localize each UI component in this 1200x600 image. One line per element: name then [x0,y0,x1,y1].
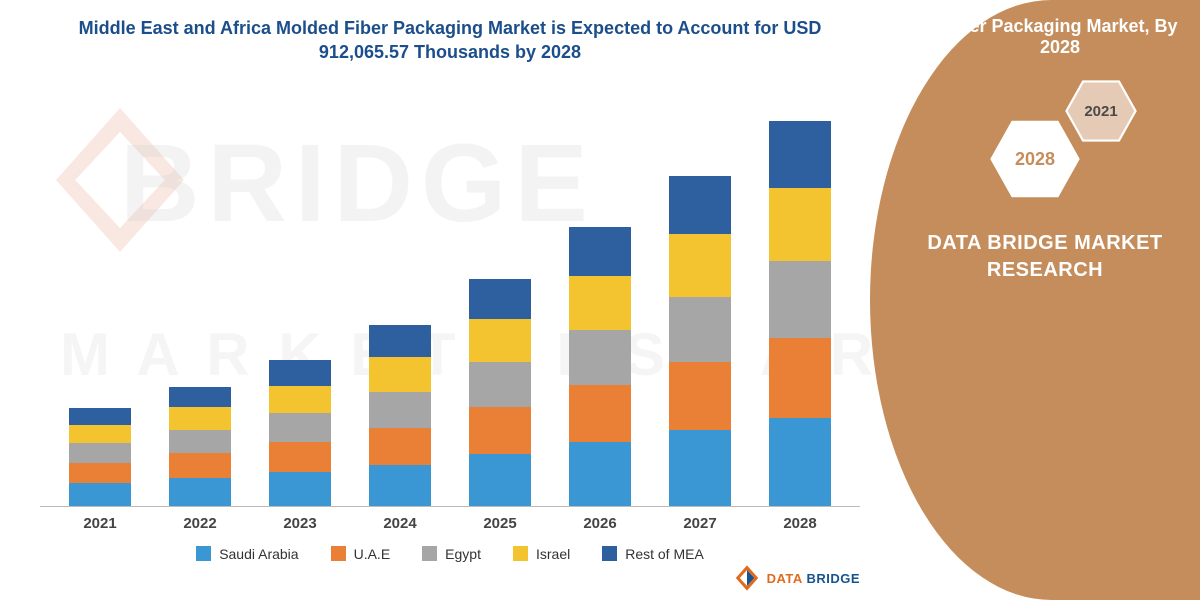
chart-plot [40,77,860,507]
bar-segment [769,188,831,261]
bar-segment [369,357,431,392]
legend-swatch [196,546,211,561]
bar-2022 [169,387,231,506]
x-axis-label: 2021 [69,515,131,532]
legend-label: U.A.E [354,546,391,562]
bar-segment [469,319,531,362]
bar-segment [69,463,131,483]
bar-2026 [569,227,631,505]
bar-segment [469,454,531,505]
hexagon-small-label: 2021 [1084,103,1117,120]
bar-segment [569,330,631,385]
legend-item: U.A.E [331,546,391,562]
legend-swatch [513,546,528,561]
bar-segment [269,360,331,386]
bar-segment [369,325,431,357]
bar-segment [669,176,731,234]
bar-segment [669,297,731,363]
bar-2025 [469,279,531,505]
bar-segment [269,386,331,414]
brand-line2: RESEARCH [987,259,1103,281]
chart-bars [40,77,860,506]
hexagon-big-label: 2028 [1015,149,1055,170]
bar-segment [569,227,631,276]
x-axis-label: 2026 [569,515,631,532]
chart-x-axis: 2021 2022 2023 2024 2025 2026 2027 2028 [40,507,860,532]
legend-label: Saudi Arabia [219,546,298,562]
x-axis-label: 2025 [469,515,531,532]
legend-label: Rest of MEA [625,546,704,562]
bar-segment [69,425,131,443]
bar-segment [669,234,731,296]
footer-logo-icon [733,564,761,592]
bar-segment [569,276,631,329]
legend-label: Egypt [445,546,481,562]
legend-item: Egypt [422,546,481,562]
right-panel-brand: DATA BRIDGE MARKET RESEARCH [910,230,1180,284]
legend-item: Israel [513,546,570,562]
bar-segment [169,387,231,407]
right-panel-title: Fiber Packaging Market, By 2028 [930,16,1190,58]
bar-segment [169,407,231,430]
bar-2027 [669,176,731,506]
bar-segment [269,442,331,472]
bar-segment [469,407,531,454]
chart-container: Middle East and Africa Molded Fiber Pack… [30,10,870,580]
hexagon-2021: 2021 [1065,80,1137,142]
bar-segment [769,261,831,338]
right-panel: Fiber Packaging Market, By 2028 2028 202… [870,0,1200,600]
legend-swatch [331,546,346,561]
bar-segment [769,338,831,418]
bar-segment [269,472,331,506]
bar-2021 [69,408,131,505]
bar-segment [669,430,731,506]
legend-swatch [422,546,437,561]
brand-line1: DATA BRIDGE MARKET [927,232,1162,254]
bar-segment [169,430,231,454]
bar-segment [369,465,431,506]
legend-swatch [602,546,617,561]
bar-segment [369,392,431,428]
legend-item: Rest of MEA [602,546,704,562]
bar-segment [269,413,331,442]
bar-segment [769,121,831,189]
chart-legend: Saudi Arabia U.A.E Egypt Israel Rest of MEA [30,546,870,562]
bar-2023 [269,360,331,505]
x-axis-label: 2022 [169,515,231,532]
bar-segment [169,478,231,506]
legend-label: Israel [536,546,570,562]
bar-segment [469,362,531,407]
footer-logo-text1: DATA [767,571,803,586]
bar-segment [69,483,131,506]
bar-segment [569,385,631,442]
bar-segment [169,453,231,478]
x-axis-label: 2023 [269,515,331,532]
footer-logo-text2: BRIDGE [806,571,860,586]
bar-segment [69,443,131,462]
bar-2028 [769,121,831,506]
x-axis-label: 2027 [669,515,731,532]
footer-logo: DATA BRIDGE [733,564,860,592]
bar-segment [469,279,531,319]
bar-segment [369,428,431,465]
bar-2024 [369,325,431,505]
chart-title: Middle East and Africa Molded Fiber Pack… [70,16,830,65]
bar-segment [69,408,131,424]
x-axis-label: 2028 [769,515,831,532]
bar-segment [569,442,631,505]
bar-segment [769,418,831,506]
hexagon-group: 2028 2021 [990,70,1170,220]
x-axis-label: 2024 [369,515,431,532]
legend-item: Saudi Arabia [196,546,298,562]
bar-segment [669,362,731,430]
